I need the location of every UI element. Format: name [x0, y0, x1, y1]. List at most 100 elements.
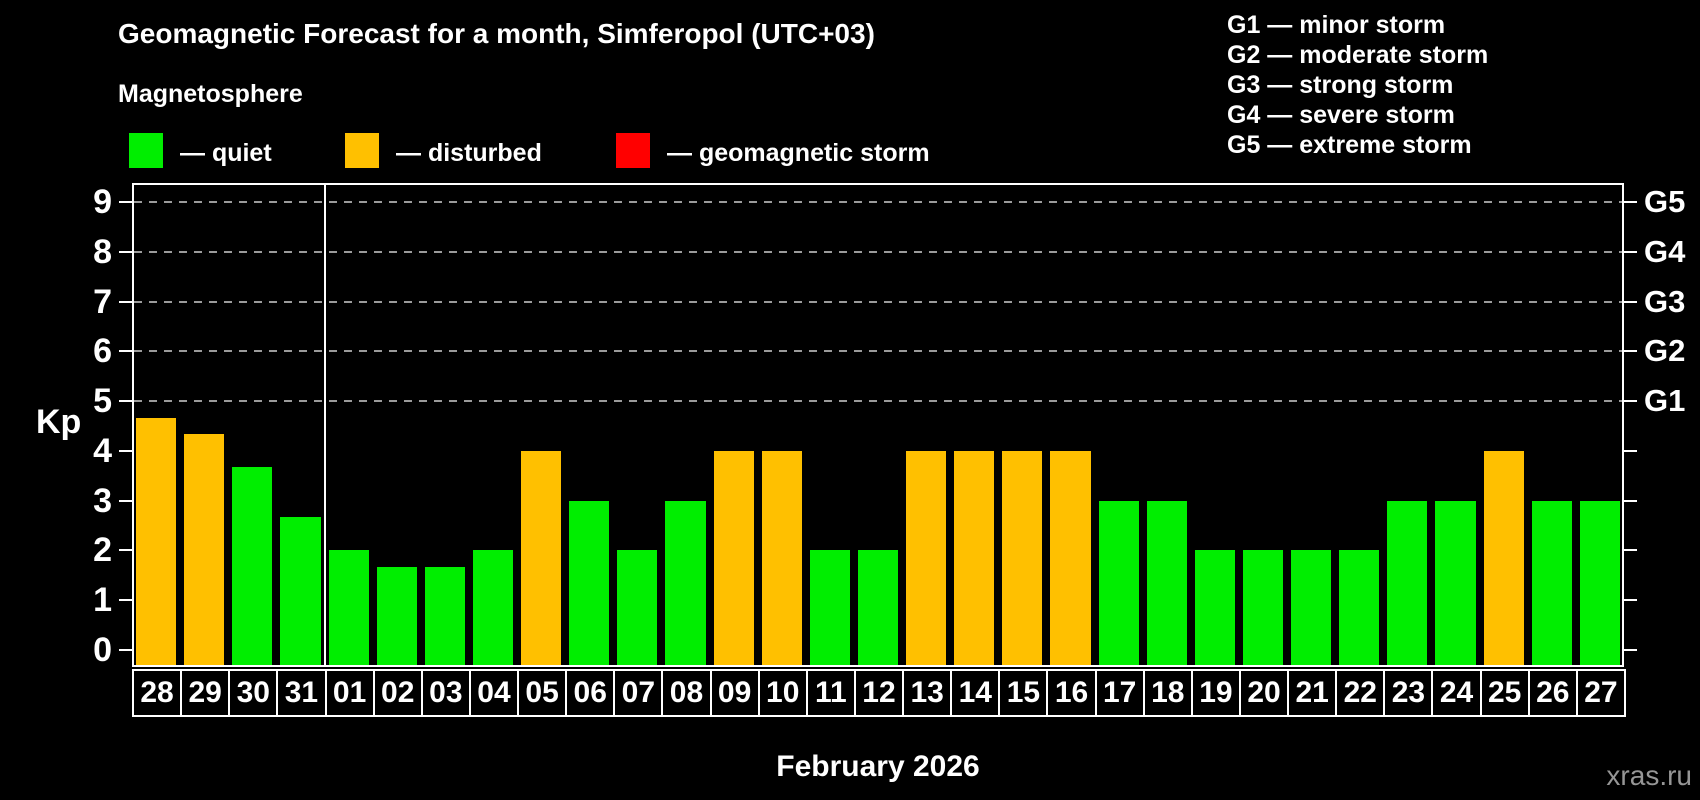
right-axis-tick	[1624, 449, 1637, 452]
kp-bar-day-18	[1146, 500, 1187, 665]
kp-bar-day-14	[954, 450, 995, 665]
day-label-box: 20	[1238, 669, 1290, 717]
day-label-box: 24	[1431, 669, 1482, 717]
kp-bar-day-05	[521, 450, 562, 665]
day-label-box: 09	[709, 669, 760, 717]
y-tick-label: 7	[93, 282, 112, 321]
kp-bar-day-16	[1050, 450, 1091, 665]
g-tick-label-g4: G4	[1644, 233, 1686, 269]
day-label-box: 31	[276, 669, 327, 717]
g4-legend-line: G4 — severe storm	[1227, 101, 1455, 129]
x-axis-title: February 2026	[776, 750, 980, 783]
quiet-legend-swatch	[129, 133, 163, 168]
month-boundary-line	[323, 183, 326, 667]
y-tick-label: 2	[93, 531, 112, 570]
g5-legend-line: G5 — extreme storm	[1227, 131, 1472, 159]
kp-bar-day-03	[424, 566, 465, 665]
kp-bar-day-22	[1339, 550, 1380, 665]
day-label-box: 04	[468, 669, 520, 717]
day-label-box: 23	[1383, 669, 1434, 717]
kp-bar-day-28	[136, 417, 177, 665]
day-label-box: 22	[1335, 669, 1386, 717]
y-axis-tick	[119, 400, 132, 403]
y-axis-tick	[119, 499, 132, 502]
day-label-box: 18	[1142, 669, 1193, 717]
day-label-box: 16	[1046, 669, 1097, 717]
kp-bar-day-20	[1242, 550, 1284, 665]
y-tick-label: 3	[93, 481, 112, 520]
day-label-box: 06	[565, 669, 616, 717]
right-axis-tick	[1624, 350, 1637, 353]
kp-bar-day-25	[1483, 450, 1524, 665]
kp-bar-day-30	[232, 467, 273, 665]
day-label-box: 21	[1287, 669, 1338, 717]
day-label-box: 02	[372, 669, 423, 717]
g3-legend-line: G3 — strong storm	[1227, 71, 1454, 99]
day-label-box: 11	[805, 669, 856, 717]
day-label-box: 12	[853, 669, 905, 717]
kp-bar-day-27	[1579, 500, 1620, 665]
right-axis-tick	[1624, 499, 1637, 502]
disturbed-legend-label: — disturbed	[396, 139, 542, 167]
kp-bar-day-21	[1291, 550, 1332, 665]
kp-bar-day-24	[1435, 500, 1476, 665]
kp-bar-day-01	[328, 550, 369, 665]
day-label-box: 26	[1527, 669, 1578, 717]
day-label-box: 19	[1190, 669, 1241, 717]
kp-bar-day-26	[1531, 500, 1572, 665]
kp-bar-day-10	[761, 450, 802, 665]
g-scale-legend: G1 — minor storm G2 — moderate storm G3 …	[1227, 10, 1488, 160]
day-label-box: 15	[998, 669, 1049, 717]
disturbed-legend-swatch	[345, 133, 379, 168]
g1-legend-line: G1 — minor storm	[1227, 11, 1446, 39]
g-tick-label-g1: G1	[1644, 383, 1686, 419]
y-axis-tick	[119, 350, 132, 353]
y-axis-tick	[119, 300, 132, 303]
y-axis-tick	[119, 599, 132, 602]
day-label-box: 07	[613, 669, 664, 717]
day-label-box: 13	[902, 669, 953, 717]
kp-bar-day-02	[376, 566, 417, 665]
day-label-box: 05	[517, 669, 568, 717]
kp-bar-day-11	[809, 550, 850, 665]
kp-bar-day-04	[472, 550, 514, 665]
g2-legend-line: G2 — moderate storm	[1227, 41, 1489, 69]
day-label-box: 27	[1575, 669, 1626, 717]
y-axis-tick	[119, 549, 132, 552]
day-label-box: 17	[1094, 669, 1145, 717]
kp-bar-day-15	[1002, 450, 1043, 665]
g-tick-label-g5: G5	[1644, 183, 1686, 219]
kp-bar-day-07	[617, 550, 658, 665]
y-tick-label: 8	[93, 232, 112, 271]
y-tick-label: 6	[93, 332, 112, 371]
magnetosphere-subtitle: Magnetosphere	[118, 80, 303, 108]
kp-bar-day-17	[1098, 500, 1139, 665]
y-axis-label: Kp	[36, 403, 82, 441]
kp-bar-day-08	[665, 500, 706, 665]
right-axis-tick	[1624, 250, 1637, 253]
y-tick-label: 0	[93, 631, 112, 669]
y-tick-label: 1	[93, 581, 112, 620]
storm-legend-label: — geomagnetic storm	[667, 139, 930, 167]
day-label-box: 29	[180, 669, 231, 717]
y-tick-label: 9	[93, 182, 112, 221]
y-axis-tick	[119, 649, 132, 651]
right-axis-tick	[1624, 300, 1637, 303]
kp-bar-day-09	[713, 450, 754, 665]
y-axis-tick	[119, 250, 132, 253]
g-tick-label-g2: G2	[1644, 333, 1686, 369]
day-label-box: 30	[228, 669, 279, 717]
right-axis-tick	[1624, 649, 1637, 651]
storm-legend-swatch	[616, 133, 650, 168]
right-axis-tick	[1624, 599, 1637, 602]
watermark: xras.ru	[1606, 760, 1692, 791]
kp-bar-day-19	[1194, 550, 1235, 665]
quiet-legend-label: — quiet	[180, 139, 272, 167]
right-axis-tick	[1624, 200, 1637, 203]
kp-bar-day-06	[569, 500, 610, 665]
day-label-box: 28	[132, 669, 183, 717]
day-label-box: 14	[950, 669, 1001, 717]
y-axis-tick	[119, 200, 132, 203]
day-label-box: 08	[661, 669, 712, 717]
